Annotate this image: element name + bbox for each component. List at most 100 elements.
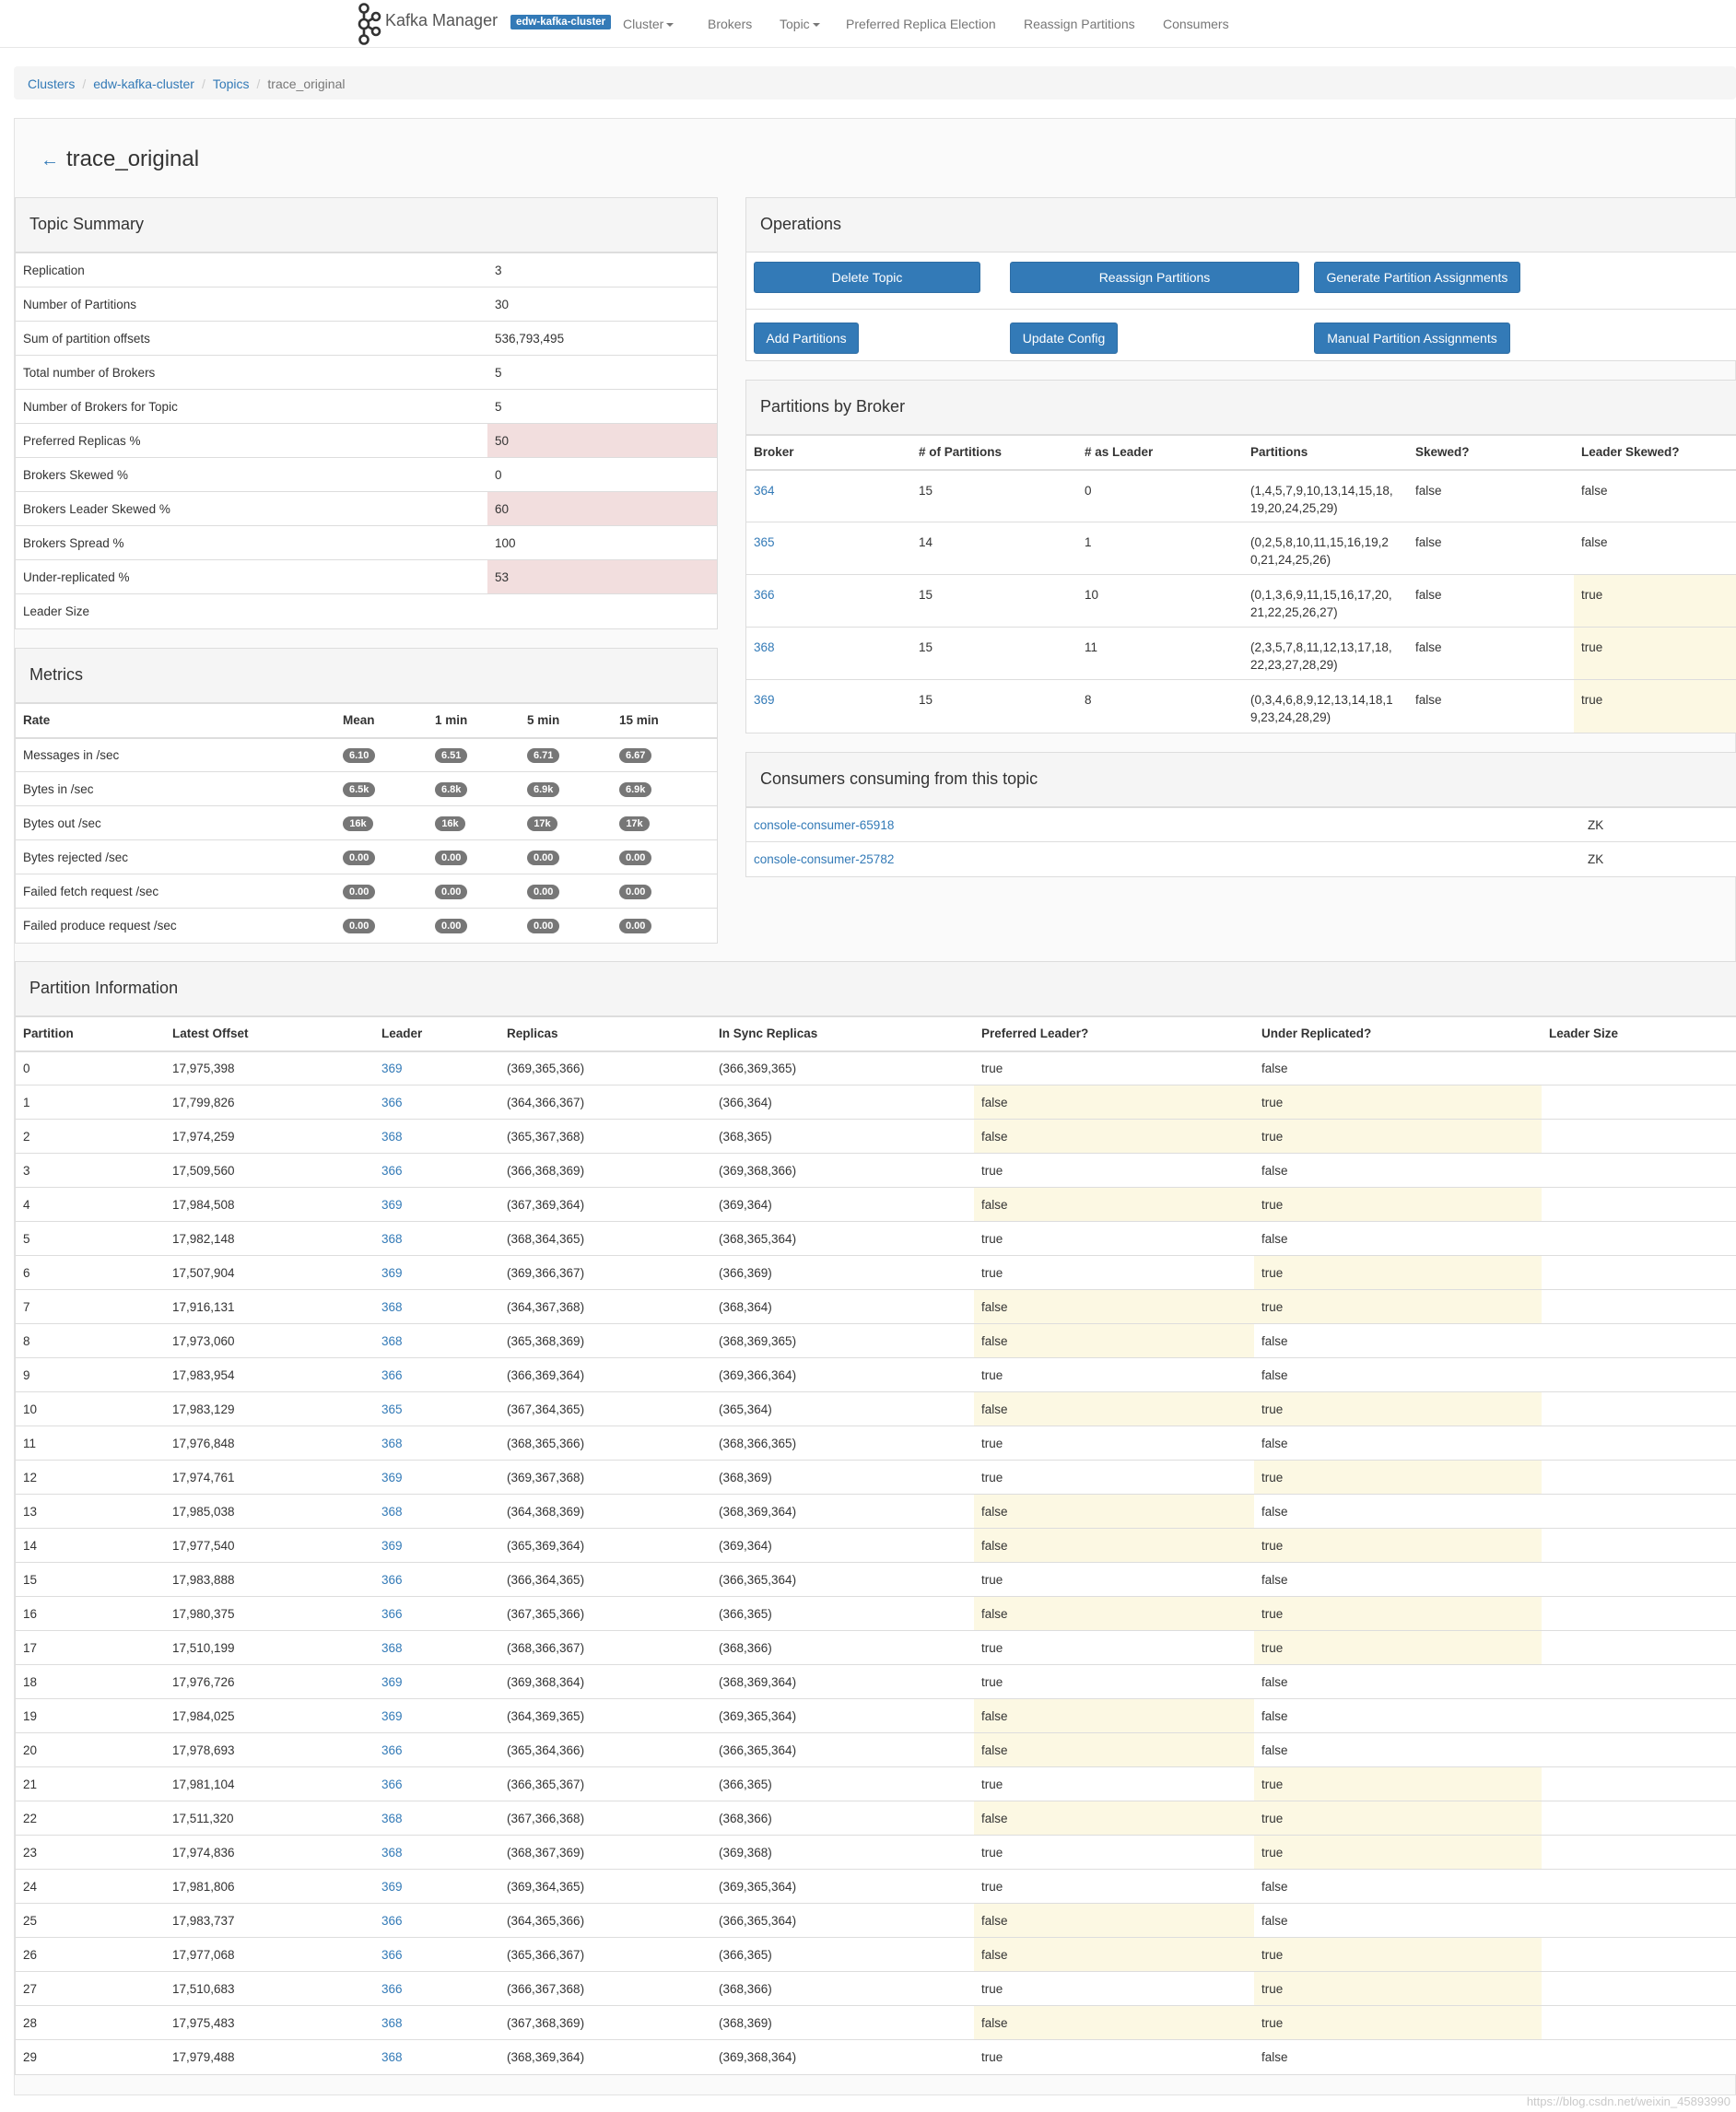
partition-leader-link[interactable]: 368 bbox=[381, 1436, 403, 1450]
nav-preferred-replica-election[interactable]: Preferred Replica Election bbox=[846, 17, 996, 31]
partition-leader-link[interactable]: 368 bbox=[381, 2015, 403, 2030]
partition-leader-link[interactable]: 368 bbox=[381, 1845, 403, 1860]
partition-row: 28 17,975,483 368 (367,368,369) (368,369) fal… bbox=[16, 2005, 1736, 2040]
summary-value: 0 bbox=[487, 457, 717, 492]
pbb-row: 364 15 0 (1,4,5,7,9,10,13,14,15,18, 19,20,24… bbox=[746, 469, 1736, 522]
partition-under-replicated: true bbox=[1254, 1460, 1542, 1495]
back-arrow-icon[interactable]: ← bbox=[41, 150, 59, 170]
summary-value: 50 bbox=[487, 423, 717, 458]
breadcrumb-topics[interactable]: Topics bbox=[212, 76, 250, 91]
pbb-header: Skewed? bbox=[1408, 435, 1574, 471]
pbb-as-leader: 8 bbox=[1077, 679, 1243, 733]
partition-leader-link-cell: 369 bbox=[374, 1255, 499, 1290]
partition-leader-link[interactable]: 368 bbox=[381, 1504, 403, 1519]
partition-leader-link[interactable]: 366 bbox=[381, 1367, 403, 1382]
nav-consumers[interactable]: Consumers bbox=[1163, 17, 1229, 31]
metrics-header: 15 min bbox=[612, 703, 717, 739]
partition-preferred-leader: true bbox=[974, 2039, 1254, 2074]
partition-id: 29 bbox=[16, 2039, 165, 2074]
summary-row: Number of Brokers for Topic 5 bbox=[16, 389, 717, 424]
metric-badge: 0.00 bbox=[527, 918, 560, 933]
consumer-link[interactable]: console-consumer-25782 bbox=[754, 851, 895, 866]
brand-title[interactable]: Kafka Manager bbox=[385, 11, 499, 29]
kafka-logo-icon[interactable] bbox=[353, 2, 382, 46]
broker-link-cell: 366 bbox=[746, 574, 911, 628]
broker-link[interactable]: 369 bbox=[754, 693, 775, 707]
broker-link[interactable]: 365 bbox=[754, 535, 775, 549]
partition-leader-size bbox=[1542, 1494, 1736, 1529]
update-config-button[interactable]: Update Config bbox=[1010, 323, 1118, 354]
partition-leader-link[interactable]: 369 bbox=[381, 1708, 403, 1723]
metric-cell: 17k bbox=[612, 805, 717, 840]
summary-label: Number of Partitions bbox=[16, 287, 487, 322]
partition-leader-link[interactable]: 369 bbox=[381, 1061, 403, 1075]
partition-row: 4 17,984,508 369 (367,369,364) (369,364) fals… bbox=[16, 1187, 1736, 1222]
partition-leader-link[interactable]: 366 bbox=[381, 1606, 403, 1621]
generate-partition-assignments-button[interactable]: Generate Partition Assignments bbox=[1314, 262, 1520, 293]
broker-link[interactable]: 364 bbox=[754, 483, 775, 498]
partition-under-replicated: true bbox=[1254, 1971, 1542, 2006]
pbb-partitions-line: 9,23,24,28,29) bbox=[1250, 710, 1331, 724]
partition-replicas: (369,364,365) bbox=[499, 1869, 711, 1904]
partition-preferred-leader: true bbox=[974, 1221, 1254, 1256]
add-partitions-button[interactable]: Add Partitions bbox=[754, 323, 859, 354]
partition-leader-link[interactable]: 369 bbox=[381, 1197, 403, 1212]
partition-replicas: (364,367,368) bbox=[499, 1289, 711, 1324]
partition-header: Leader bbox=[374, 1016, 499, 1052]
partition-leader-size bbox=[1542, 1528, 1736, 1563]
partition-id: 3 bbox=[16, 1153, 165, 1188]
partition-leader-link[interactable]: 368 bbox=[381, 1129, 403, 1144]
partition-leader-link[interactable]: 369 bbox=[381, 1538, 403, 1553]
partition-leader-link[interactable]: 368 bbox=[381, 1811, 403, 1825]
partition-offset: 17,974,761 bbox=[165, 1460, 374, 1495]
partition-leader-link[interactable]: 366 bbox=[381, 1981, 403, 1996]
partition-leader-link[interactable]: 369 bbox=[381, 1470, 403, 1484]
partition-leader-link[interactable]: 368 bbox=[381, 1333, 403, 1348]
partition-leader-link[interactable]: 366 bbox=[381, 1742, 403, 1757]
partition-leader-link[interactable]: 368 bbox=[381, 1299, 403, 1314]
nav-cluster-dropdown[interactable]: Cluster bbox=[623, 17, 674, 31]
partition-header: Replicas bbox=[499, 1016, 711, 1052]
pbb-num-partitions: 15 bbox=[911, 469, 1077, 522]
partition-isr: (368,369) bbox=[711, 2005, 974, 2040]
partition-leader-link[interactable]: 366 bbox=[381, 1913, 403, 1928]
partition-leader-link[interactable]: 366 bbox=[381, 1777, 403, 1791]
partition-leader-link[interactable]: 369 bbox=[381, 1674, 403, 1689]
partition-leader-link[interactable]: 366 bbox=[381, 1163, 403, 1178]
breadcrumb-cluster[interactable]: edw-kafka-cluster bbox=[93, 76, 194, 91]
partition-leader-link[interactable]: 368 bbox=[381, 1640, 403, 1655]
partition-leader-size bbox=[1542, 1630, 1736, 1665]
partition-leader-link-cell: 368 bbox=[374, 1426, 499, 1461]
partition-leader-size bbox=[1542, 1698, 1736, 1733]
partition-leader-link[interactable]: 366 bbox=[381, 1947, 403, 1962]
pbb-partitions-line: (0,3,4,6,8,9,12,13,14,18,1 bbox=[1250, 693, 1393, 707]
summary-row: Sum of partition offsets 536,793,495 bbox=[16, 321, 717, 356]
partition-isr: (368,364) bbox=[711, 1289, 974, 1324]
pbb-as-leader: 1 bbox=[1077, 522, 1243, 575]
partition-leader-link[interactable]: 369 bbox=[381, 1879, 403, 1894]
partition-leader-link[interactable]: 366 bbox=[381, 1572, 403, 1587]
partition-leader-link[interactable]: 368 bbox=[381, 1231, 403, 1246]
metric-cell: 6.51 bbox=[428, 737, 520, 772]
nav-brokers[interactable]: Brokers bbox=[708, 17, 753, 31]
consumer-link[interactable]: console-consumer-65918 bbox=[754, 817, 895, 832]
partition-row: 1 17,799,826 366 (364,366,367) (366,364) fals… bbox=[16, 1085, 1736, 1120]
delete-topic-button[interactable]: Delete Topic bbox=[754, 262, 980, 293]
partition-replicas: (367,365,366) bbox=[499, 1596, 711, 1631]
nav-topic-dropdown[interactable]: Topic bbox=[780, 17, 820, 31]
metric-badge: 0.00 bbox=[435, 884, 468, 899]
partition-information-title: Partition Information bbox=[16, 962, 1736, 1016]
manual-partition-assignments-button[interactable]: Manual Partition Assignments bbox=[1314, 323, 1510, 354]
cluster-badge[interactable]: edw-kafka-cluster bbox=[510, 15, 612, 29]
breadcrumb-clusters[interactable]: Clusters bbox=[28, 76, 76, 91]
reassign-partitions-button[interactable]: Reassign Partitions bbox=[1010, 262, 1299, 293]
partition-leader-size bbox=[1542, 1903, 1736, 1938]
partition-leader-link[interactable]: 366 bbox=[381, 1095, 403, 1109]
partition-leader-link[interactable]: 369 bbox=[381, 1265, 403, 1280]
partition-leader-link[interactable]: 368 bbox=[381, 2049, 403, 2064]
broker-link[interactable]: 366 bbox=[754, 588, 775, 602]
nav-reassign-partitions[interactable]: Reassign Partitions bbox=[1024, 17, 1135, 31]
partition-isr: (365,364) bbox=[711, 1391, 974, 1426]
broker-link[interactable]: 368 bbox=[754, 640, 775, 654]
partition-leader-link[interactable]: 365 bbox=[381, 1402, 403, 1416]
